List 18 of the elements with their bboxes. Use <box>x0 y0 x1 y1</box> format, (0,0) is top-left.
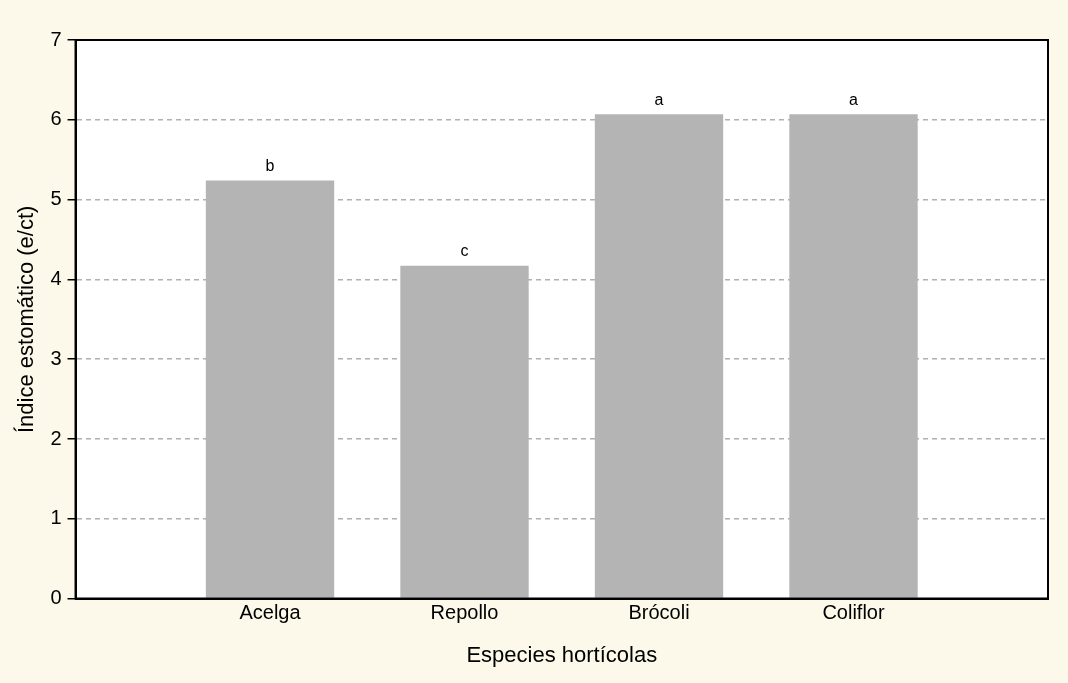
x-axis-title: Especies hortícolas <box>466 641 658 667</box>
y-tick-label: 0 <box>50 586 62 609</box>
y-tick-label: 6 <box>50 107 62 130</box>
y-tick-label: 1 <box>50 506 62 529</box>
x-tick-label: Brócoli <box>628 601 690 624</box>
annotation: a <box>849 90 859 108</box>
y-tick-label: 4 <box>50 266 62 289</box>
y-tick-label: 5 <box>50 187 62 210</box>
annotation: a <box>654 90 664 108</box>
y-tick-label: 3 <box>50 346 62 369</box>
x-tick-label: Coliflor <box>822 601 885 624</box>
annotation: c <box>460 242 469 260</box>
y-tick-label: 7 <box>50 27 62 50</box>
x-tick-label: Acelga <box>239 601 302 624</box>
annotation: b <box>265 156 275 174</box>
y-tick-label: 2 <box>50 426 62 449</box>
y-axis-title: Índice estomático (e/ct) <box>13 205 39 434</box>
x-tick-label: Repollo <box>430 601 499 624</box>
